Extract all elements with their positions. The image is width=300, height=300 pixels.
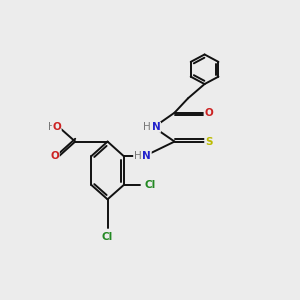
Text: Cl: Cl [144,180,155,190]
Text: H: H [134,151,142,161]
Text: N: N [152,122,161,132]
Text: O: O [204,108,213,118]
Text: S: S [205,136,212,147]
Text: H: H [143,122,151,132]
Text: H: H [48,122,56,132]
Text: O: O [50,151,59,161]
Text: Cl: Cl [102,232,113,242]
Text: O: O [52,122,61,132]
Text: N: N [142,151,151,161]
